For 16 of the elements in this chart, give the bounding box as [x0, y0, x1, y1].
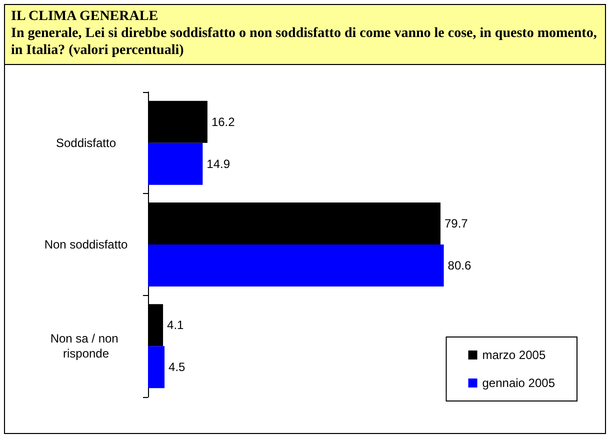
- data-label: 80.6: [448, 258, 472, 272]
- y-tick-label: Non sa / non risponde: [50, 332, 122, 361]
- bar: [148, 346, 165, 388]
- data-label: 4.1: [167, 318, 184, 332]
- y-tick-label: Soddisfatto: [56, 136, 116, 150]
- bar: [148, 142, 203, 185]
- bar: [148, 244, 444, 286]
- data-label: 14.9: [206, 156, 230, 171]
- data-label: 79.7: [444, 216, 468, 230]
- chart-title: IL CLIMA GENERALE: [11, 8, 160, 25]
- y-tick-label: Non soddisfatto: [44, 238, 128, 252]
- data-label: 4.5: [168, 360, 186, 374]
- legend-label: marzo 2005: [482, 348, 546, 362]
- chart-subtitle: In generale, Lei si direbbe soddisfatto o non soddisfatto di come vanno le cose, in questo momento, in Italia? (valori percentuali): [11, 25, 598, 59]
- data-label: 16.2: [211, 114, 236, 129]
- legend-label: gennaio 2005: [482, 376, 556, 390]
